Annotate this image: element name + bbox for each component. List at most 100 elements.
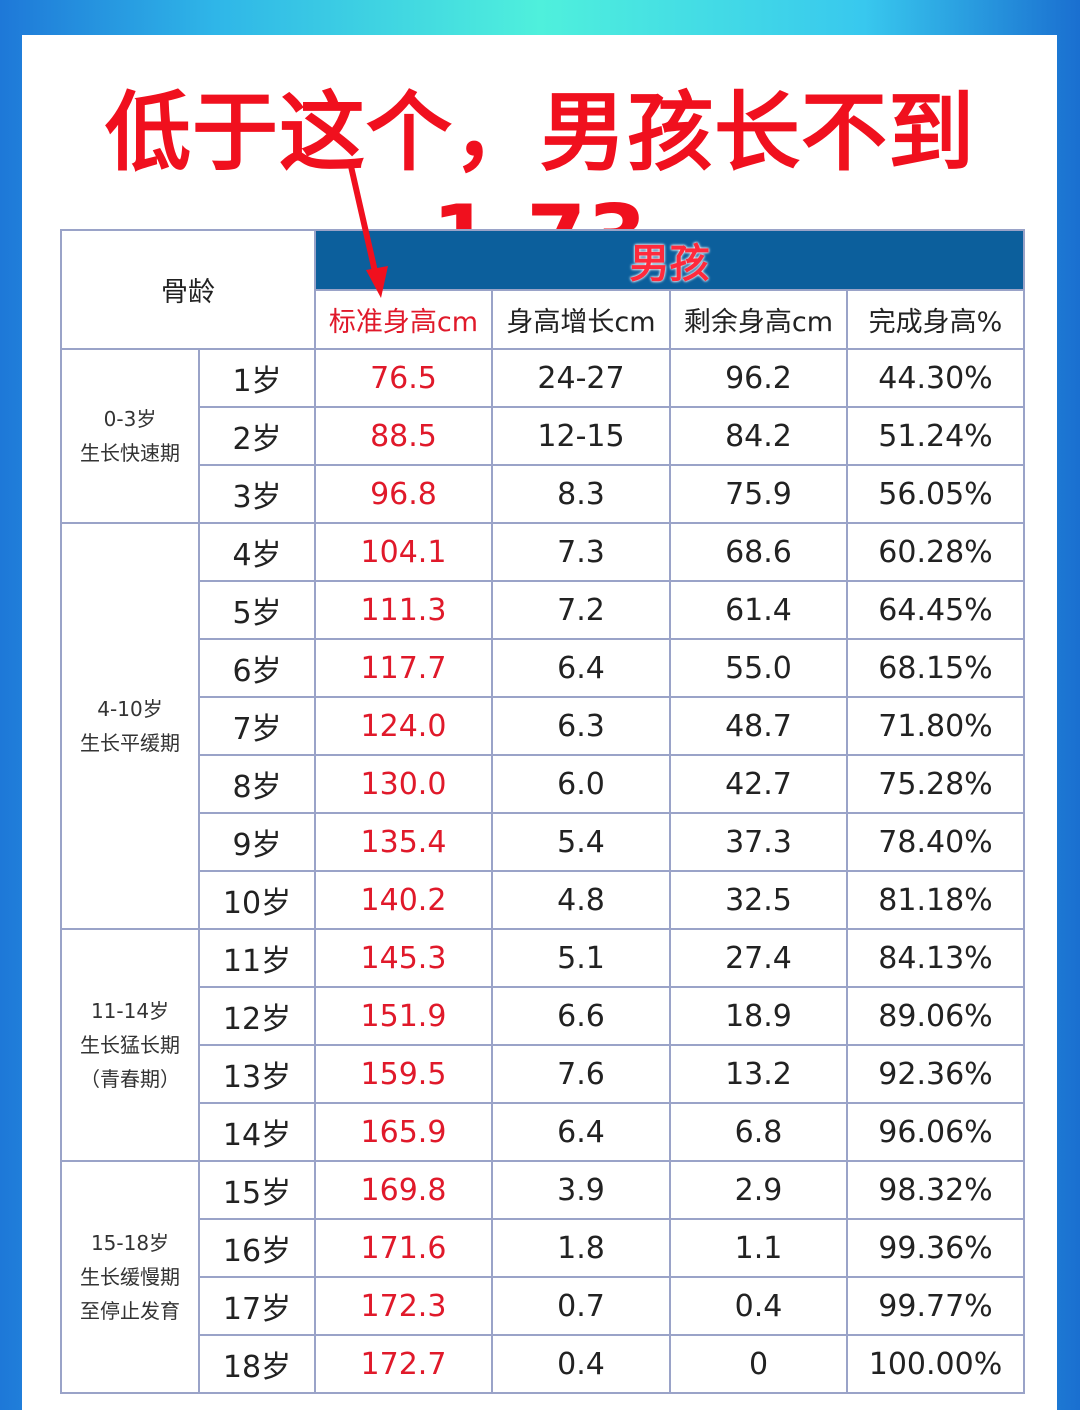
standard-height-cell: 165.9 [314,1102,493,1162]
remaining-height-cell: 2.9 [669,1160,848,1220]
bone-age-cell: 5岁 [198,580,316,640]
age-group-line: 生长猛长期 [80,1033,180,1057]
standard-height-cell: 130.0 [314,754,493,814]
bone-age-cell: 11岁 [198,928,316,988]
completion-percent-cell: 100.00% [846,1334,1025,1394]
height-gain-cell: 4.8 [491,870,671,930]
bone-age-cell: 1岁 [198,348,316,408]
age-group-line: 4-10岁 [97,697,163,721]
height-gain-cell: 5.1 [491,928,671,988]
remaining-height-cell: 13.2 [669,1044,848,1104]
completion-percent-cell: 51.24% [846,406,1025,466]
height-gain-cell: 8.3 [491,464,671,524]
bone-age-cell: 10岁 [198,870,316,930]
bone-age-cell: 2岁 [198,406,316,466]
table-row: 2岁 88.5 12-15 84.2 51.24% [61,406,1025,466]
standard-height-cell: 172.7 [314,1334,493,1394]
completion-percent-cell: 98.32% [846,1160,1025,1220]
table-row: 10岁 140.2 4.8 32.5 81.18% [61,870,1025,930]
table-row: 17岁 172.3 0.7 0.4 99.77% [61,1276,1025,1336]
table-row: 13岁 159.5 7.6 13.2 92.36% [61,1044,1025,1104]
height-gain-cell: 6.4 [491,1102,671,1162]
height-gain-cell: 7.6 [491,1044,671,1104]
bone-age-cell: 8岁 [198,754,316,814]
height-gain-cell: 1.8 [491,1218,671,1278]
bone-age-cell: 18岁 [198,1334,316,1394]
remaining-height-cell: 27.4 [669,928,848,988]
table-row: 11-14岁 生长猛长期 （青春期） 11岁 145.3 5.1 27.4 84.13% [60,928,1025,1162]
remaining-height-cell: 1.1 [669,1218,848,1278]
age-group-line: 生长缓慢期 [80,1265,180,1289]
table-row: 15-18岁 生长缓慢期 至停止发育 15岁 169.8 3.9 2.9 98.32% [60,1160,1025,1394]
height-gain-cell: 6.6 [491,986,671,1046]
table-row: 12岁 151.9 6.6 18.9 89.06% [61,986,1025,1046]
standard-height-cell: 96.8 [314,464,493,524]
completion-percent-cell: 99.36% [846,1218,1025,1278]
completion-percent-cell: 78.40% [846,812,1025,872]
age-group-label: 11-14岁 生长猛长期 （青春期） [60,928,200,1162]
completion-percent-cell: 64.45% [846,580,1025,640]
height-gain-cell: 24-27 [491,348,671,408]
boy-header: 男孩 [314,229,1025,291]
completion-percent-cell: 99.77% [846,1276,1025,1336]
bone-age-cell: 4岁 [198,522,316,582]
bone-age-cell: 7岁 [198,696,316,756]
standard-height-cell: 117.7 [314,638,493,698]
column-header: 身高增长cm [491,289,671,350]
remaining-height-cell: 0.4 [669,1276,848,1336]
remaining-height-cell: 18.9 [669,986,848,1046]
bone-age-cell: 9岁 [198,812,316,872]
completion-percent-cell: 75.28% [846,754,1025,814]
age-group-label: 4-10岁生长平缓期 [60,522,200,930]
remaining-height-cell: 84.2 [669,406,848,466]
column-header: 剩余身高cm [669,289,848,350]
age-group-line: （青春期） [80,1067,180,1091]
height-gain-cell: 5.4 [491,812,671,872]
remaining-height-cell: 75.9 [669,464,848,524]
height-gain-cell: 12-15 [491,406,671,466]
remaining-height-cell: 96.2 [669,348,848,408]
column-header: 标准身高cm [314,289,493,350]
remaining-height-cell: 48.7 [669,696,848,756]
standard-height-cell: 124.0 [314,696,493,756]
height-gain-cell: 0.4 [491,1334,671,1394]
standard-height-cell: 151.9 [314,986,493,1046]
standard-height-cell: 172.3 [314,1276,493,1336]
standard-height-cell: 169.8 [314,1160,493,1220]
standard-height-cell: 76.5 [314,348,493,408]
bone-age-cell: 13岁 [198,1044,316,1104]
table-row: 3岁 96.8 8.3 75.9 56.05% [61,464,1025,524]
remaining-height-cell: 32.5 [669,870,848,930]
standard-height-cell: 135.4 [314,812,493,872]
bone-age-header: 骨龄 [60,229,316,350]
completion-percent-cell: 96.06% [846,1102,1025,1162]
column-header: 完成身高% [846,289,1025,350]
age-group-line: 15-18岁 [90,1231,170,1255]
completion-percent-cell: 56.05% [846,464,1025,524]
bone-age-cell: 15岁 [198,1160,316,1220]
age-group-label: 15-18岁 生长缓慢期 至停止发育 [60,1160,200,1394]
table-row: 14岁 165.9 6.4 6.8 96.06% [61,1102,1025,1162]
table-row: 4-10岁 生长平缓期 4岁 104.1 7.3 68.6 60.28% [60,522,1025,930]
table-row: 18岁 172.7 0.4 0 100.00% [61,1334,1025,1394]
height-gain-cell: 6.0 [491,754,671,814]
table-row: 0-3岁 生长快速期 1岁 76.5 24-27 96.2 44.30% [60,348,1025,524]
remaining-height-cell: 55.0 [669,638,848,698]
height-table: 骨龄 男孩 标准身高cm 身高增长cm 剩余身高cm 完成身高% 0-3岁生长快… [60,229,1025,1394]
standard-height-cell: 104.1 [314,522,493,582]
standard-height-cell: 140.2 [314,870,493,930]
age-group-line: 生长快速期 [80,441,180,465]
age-group-line: 0-3岁 [103,407,157,431]
standard-height-cell: 159.5 [314,1044,493,1104]
height-gain-cell: 6.4 [491,638,671,698]
completion-percent-cell: 44.30% [846,348,1025,408]
standard-height-cell: 88.5 [314,406,493,466]
age-group-label: 0-3岁生长快速期 [60,348,200,524]
bone-age-cell: 12岁 [198,986,316,1046]
table-row: 6岁 117.7 6.4 55.0 68.15% [61,638,1025,698]
bone-age-cell: 14岁 [198,1102,316,1162]
remaining-height-cell: 37.3 [669,812,848,872]
age-group-line: 生长平缓期 [80,731,180,755]
table-row: 8岁 130.0 6.0 42.7 75.28% [61,754,1025,814]
